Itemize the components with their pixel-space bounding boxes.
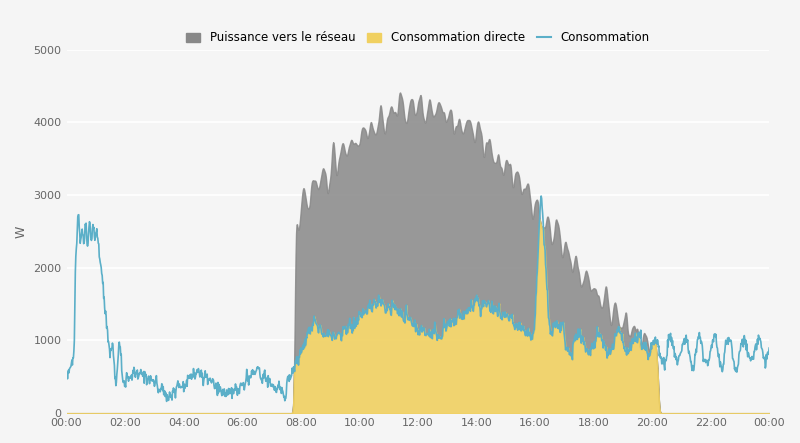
Y-axis label: W: W	[15, 225, 28, 237]
Legend: Puissance vers le réseau, Consommation directe, Consommation: Puissance vers le réseau, Consommation d…	[182, 27, 654, 49]
